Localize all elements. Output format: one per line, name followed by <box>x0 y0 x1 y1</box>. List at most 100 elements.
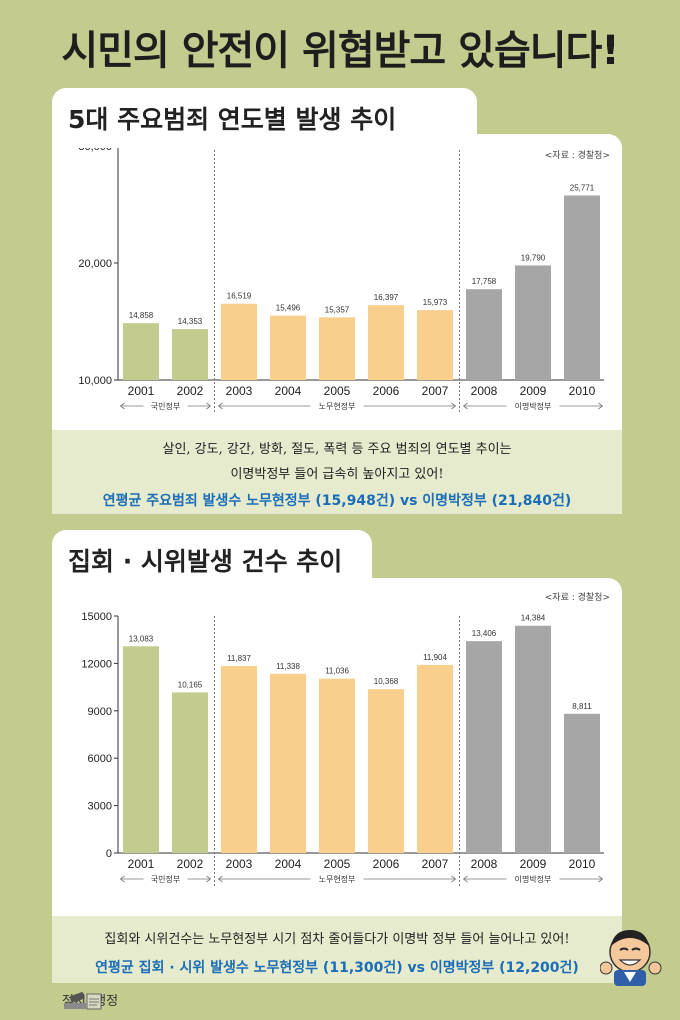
protest-category-label: 2003 <box>226 857 253 871</box>
protest-note-line1: 집회와 시위건수는 노무현정부 시기 점차 줄어들다가 이명박 정부 들어 늘어… <box>104 932 570 947</box>
protest-value-label: 10,368 <box>374 677 399 686</box>
crime-y-tick-label: 20,000 <box>78 258 112 270</box>
protest-bar <box>319 678 355 853</box>
protest-group-arrow-left <box>119 875 125 883</box>
crime-value-label: 15,496 <box>276 304 301 313</box>
protest-category-label: 2006 <box>373 857 400 871</box>
protest-value-label: 11,904 <box>423 653 447 662</box>
protest-y-tick-label: 9000 <box>88 706 112 718</box>
crime-note: 살인, 강도, 강간, 방화, 절도, 폭력 등 주요 범죄의 연도별 추이는 … <box>52 430 622 514</box>
protest-category-label: 2010 <box>569 857 596 871</box>
protest-y-tick-label: 15000 <box>81 611 112 623</box>
crime-source: <자료 : 경찰청> <box>544 151 610 161</box>
crime-category-label: 2005 <box>324 384 351 398</box>
protest-bar <box>466 641 502 853</box>
protest-value-label: 11,338 <box>276 662 300 671</box>
protest-chart-title: 집회 · 시위발생 건수 추이 <box>68 547 343 576</box>
crime-value-label: 16,519 <box>227 292 252 301</box>
crime-category-label: 2003 <box>226 384 253 398</box>
crime-group-arrow-left <box>217 402 223 410</box>
crime-category-label: 2001 <box>128 384 155 398</box>
crime-bar <box>564 195 600 380</box>
crime-value-label: 16,397 <box>374 293 399 302</box>
protest-group-arrow-left <box>217 875 223 883</box>
protest-category-label: 2008 <box>471 857 498 871</box>
protest-bar <box>564 713 600 853</box>
protest-value-label: 11,036 <box>325 667 349 676</box>
protest-bar <box>123 646 159 853</box>
protest-bar <box>368 689 404 853</box>
protest-chart-panel: 0 3000 6000 9000 12000 15000 13,083 2001 10,165 2… <box>52 578 622 983</box>
crime-value-label: 15,973 <box>423 298 448 307</box>
protest-category-label: 2007 <box>422 857 449 871</box>
crime-value-label: 14,858 <box>129 311 154 320</box>
crime-note-line2: 이명박정부 들어 급속히 높아지고 있어! <box>230 467 444 482</box>
crime-bar <box>368 305 404 380</box>
crime-group-label-bg <box>143 400 188 412</box>
footer: 정치, 행정 <box>62 990 118 1010</box>
crime-value-label: 14,353 <box>178 317 203 326</box>
protest-group-label-bg <box>143 873 188 885</box>
protest-note: 집회와 시위건수는 노무현정부 시기 점차 줄어들다가 이명박 정부 들어 늘어… <box>52 916 622 983</box>
crime-group-label: 국민정부 <box>151 401 180 411</box>
protest-value-label: 13,083 <box>129 634 154 643</box>
protest-value-label: 14,384 <box>521 614 546 623</box>
crime-chart-tab: 5대 주요범죄 연도별 발생 추이 <box>52 88 477 148</box>
protest-category-label: 2001 <box>128 857 155 871</box>
crime-bar-chart: 10,00020,00030,00014,858200114,353200216… <box>78 141 604 414</box>
mascot-illustration <box>600 930 662 986</box>
crime-note-line1: 살인, 강도, 강간, 방화, 절도, 폭력 등 주요 범죄의 연도별 추이는 <box>162 442 512 457</box>
protest-category-label: 2005 <box>324 857 351 871</box>
protest-bar <box>172 692 208 853</box>
crime-category-label: 2008 <box>471 384 498 398</box>
protest-chart-tab: 집회 · 시위발생 건수 추이 <box>52 530 372 590</box>
protest-source: <자료 : 경찰청> <box>544 593 610 603</box>
crime-group-label: 노무현정부 <box>319 401 356 411</box>
protest-group-label: 국민정부 <box>151 874 180 884</box>
protest-group-label-bg <box>310 873 364 885</box>
crime-group-label: 이명박정부 <box>515 401 552 411</box>
gavel-icon <box>64 992 102 1010</box>
protest-y-tick-label: 0 <box>106 848 112 860</box>
protest-y-tick-label: 12000 <box>81 658 112 670</box>
crime-group-arrow-left <box>119 402 125 410</box>
crime-value-label: 17,758 <box>472 277 497 286</box>
crime-category-label: 2010 <box>569 384 596 398</box>
protest-group-arrow-left <box>462 875 468 883</box>
protest-note-highlight: 연평균 집회 · 시위 발생수 노무현정부 (11,300건) vs 이명박정부… <box>95 960 579 976</box>
crime-bar <box>221 303 257 380</box>
crime-group-label-bg <box>310 400 364 412</box>
crime-group-arrow-right <box>598 402 604 410</box>
protest-value-label: 13,406 <box>472 629 497 638</box>
crime-category-label: 2004 <box>275 384 302 398</box>
protest-value-label: 8,811 <box>572 702 592 711</box>
crime-chart-title: 5대 주요범죄 연도별 발생 추이 <box>68 105 397 134</box>
protest-group-arrow-right <box>206 875 212 883</box>
protest-bar <box>515 625 551 853</box>
protest-value-label: 10,165 <box>178 680 203 689</box>
protest-group-label-bg <box>506 873 560 885</box>
protest-category-label: 2009 <box>520 857 547 871</box>
protest-bar-chart: 0 3000 6000 9000 12000 15000 13,083 2001 10,165 2… <box>81 611 604 887</box>
crime-bar <box>466 289 502 380</box>
protest-y-tick-label: 3000 <box>88 801 112 813</box>
crime-bar <box>123 323 159 380</box>
crime-bar <box>515 265 551 380</box>
protest-group-label: 이명박정부 <box>515 874 552 884</box>
protest-group-arrow-right <box>451 875 457 883</box>
protest-value-label: 11,837 <box>227 654 251 663</box>
protest-group-arrow-right <box>598 875 604 883</box>
crime-bar <box>270 315 306 380</box>
crime-bar <box>319 317 355 380</box>
crime-value-label: 25,771 <box>570 183 595 192</box>
protest-bar <box>221 665 257 853</box>
protest-category-label: 2004 <box>275 857 302 871</box>
protest-bar <box>270 673 306 853</box>
headline: 시민의 안전이 위협받고 있습니다! <box>61 28 619 74</box>
crime-category-label: 2009 <box>520 384 547 398</box>
crime-group-label-bg <box>506 400 560 412</box>
crime-bar <box>172 329 208 380</box>
crime-value-label: 15,357 <box>325 305 350 314</box>
crime-category-label: 2002 <box>177 384 204 398</box>
crime-category-label: 2006 <box>373 384 400 398</box>
